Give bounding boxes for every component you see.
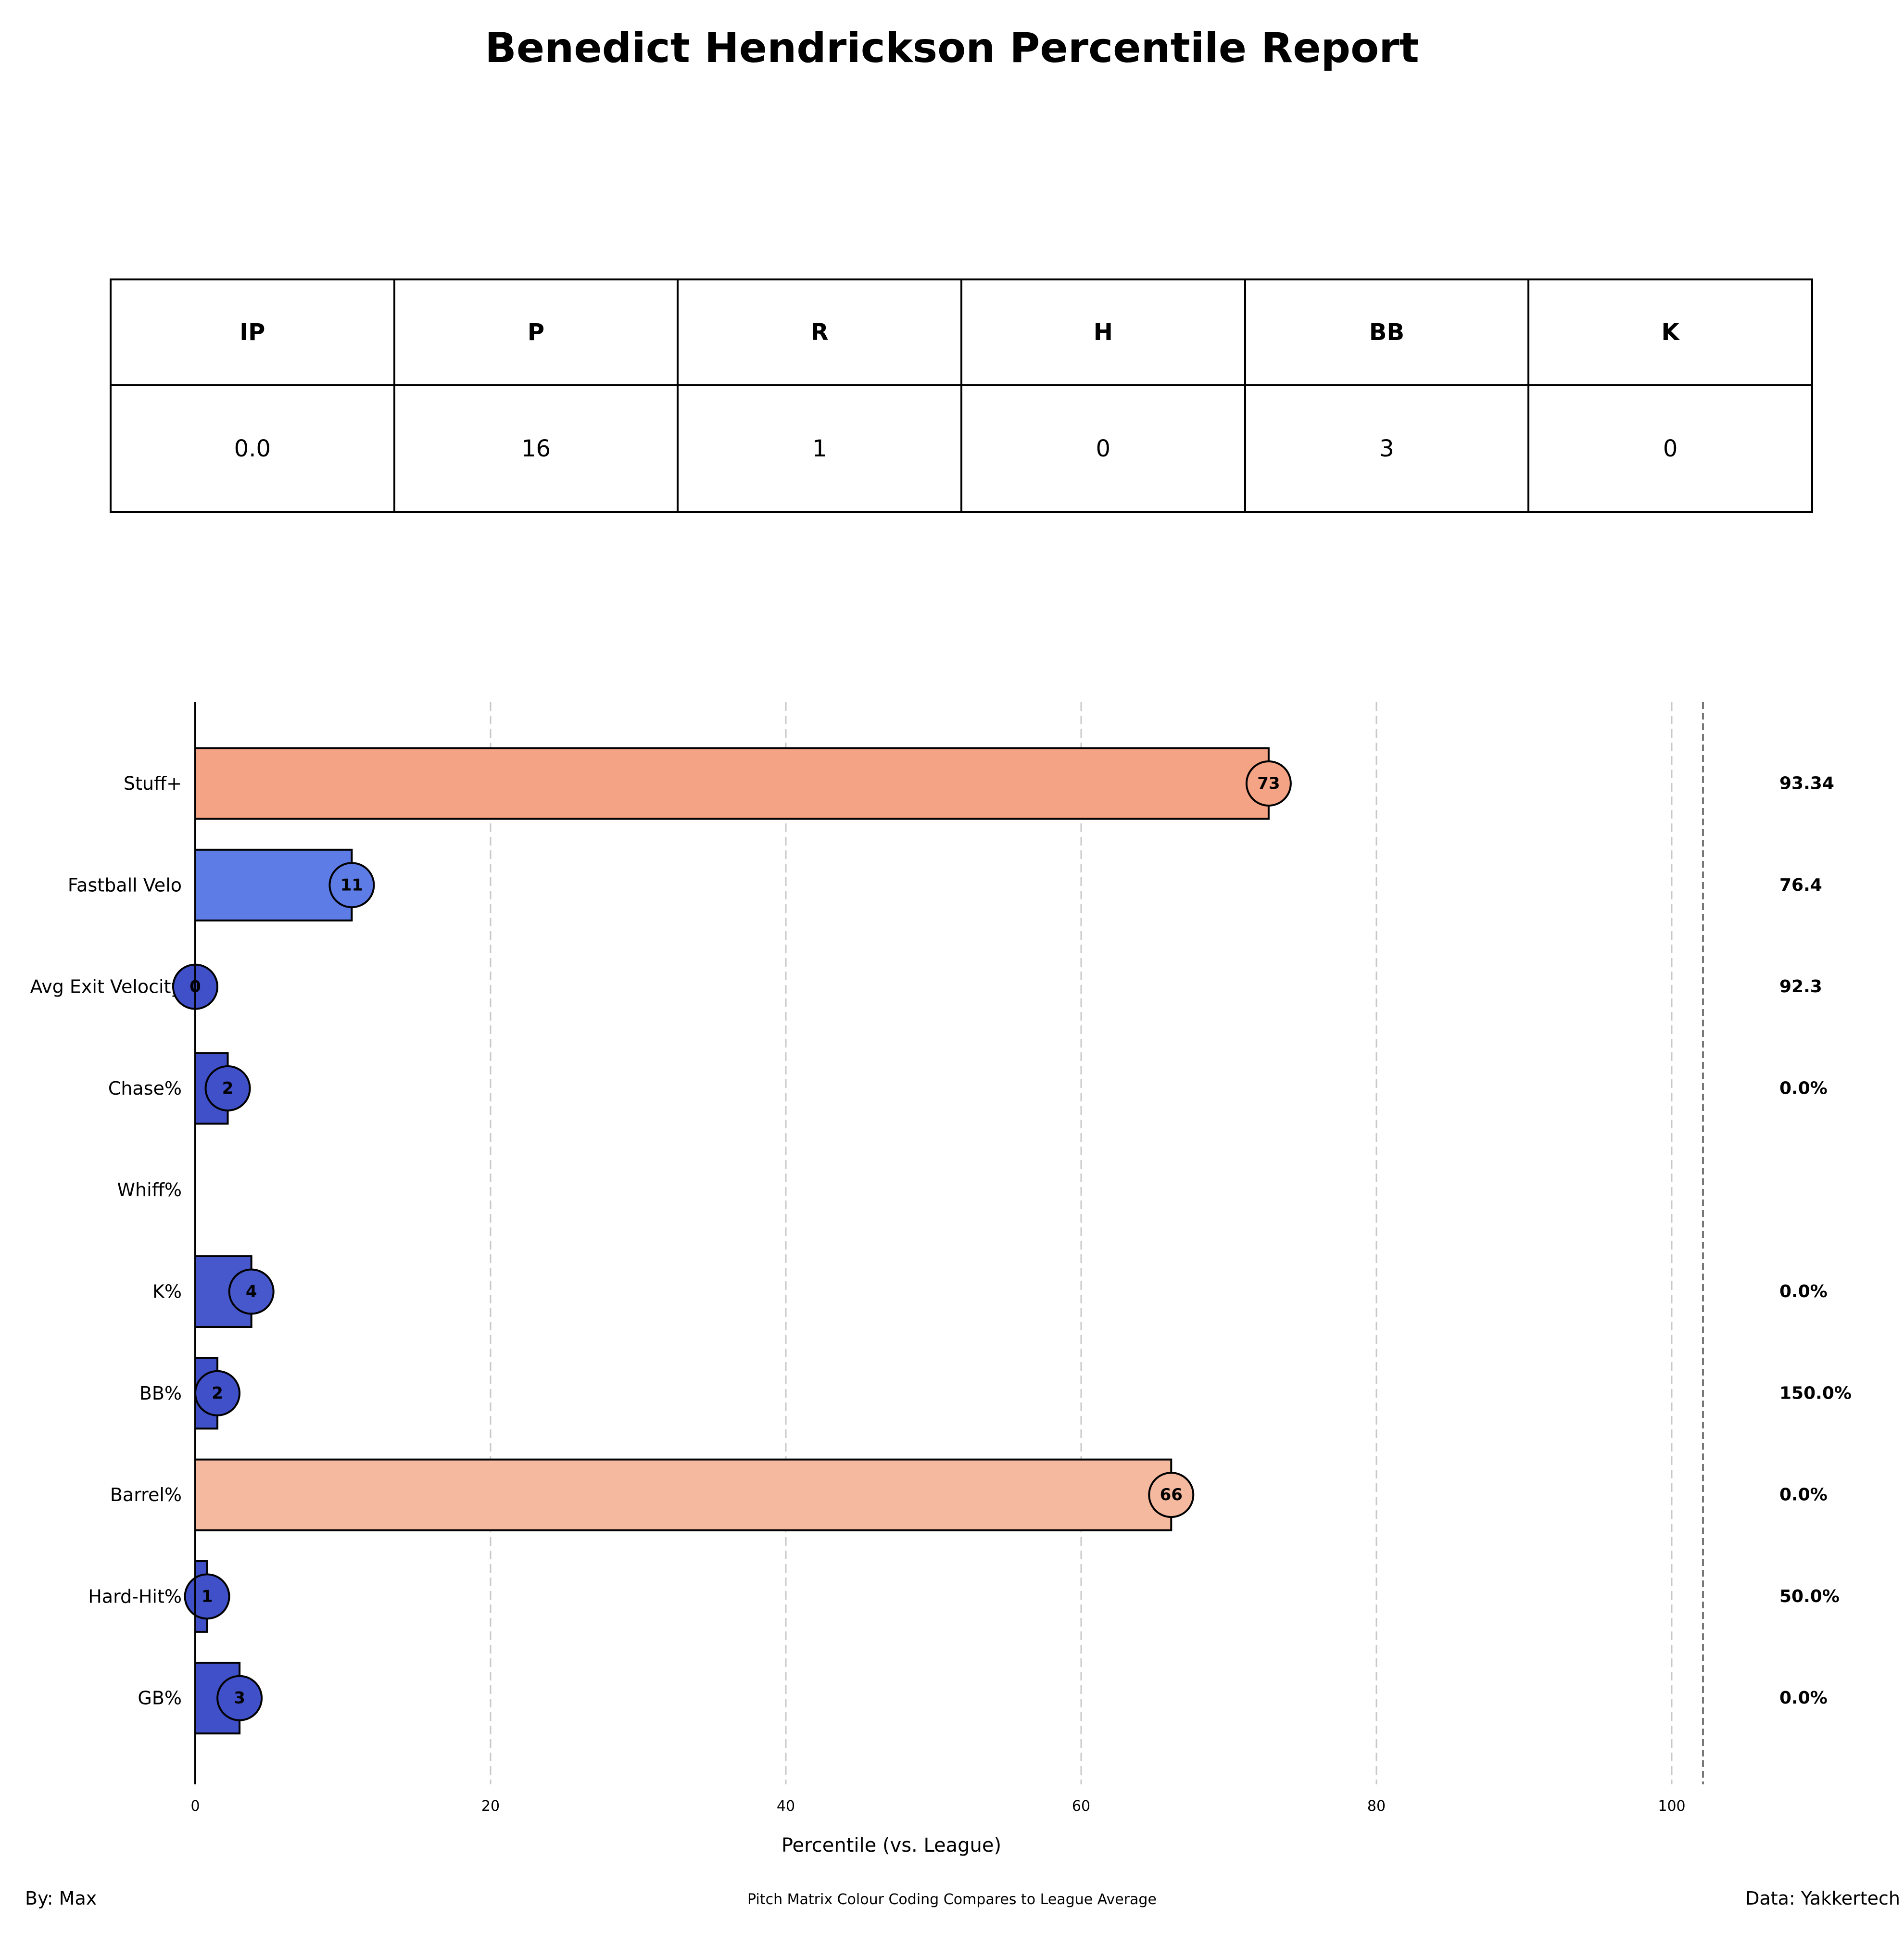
percentile-marker: [228, 1268, 275, 1315]
x-tick-label: 20: [481, 1798, 500, 1815]
stats-value-p: 16: [393, 384, 679, 513]
raw-value-label: 50.0%: [1779, 1587, 1840, 1606]
percentile-label: 11: [340, 875, 363, 895]
category-label: Whiff%: [117, 1179, 182, 1200]
category-label: BB%: [139, 1383, 182, 1404]
percentile-label: 1: [202, 1587, 213, 1606]
category-label: Avg Exit Velocity: [30, 976, 182, 998]
raw-value-label: 76.4: [1779, 875, 1822, 895]
category-label: GB%: [138, 1688, 182, 1709]
footer-author: By: Max: [25, 1888, 97, 1909]
stats-value-k: 0: [1527, 384, 1813, 513]
raw-value-label: 0.0%: [1779, 1282, 1828, 1301]
stats-value-r: 1: [677, 384, 962, 513]
x-tick-label: 60: [1072, 1798, 1090, 1815]
stats-header-row: IP P R H BB K: [110, 278, 1813, 386]
percentile-label: 66: [1160, 1485, 1183, 1504]
percentile-bar: [194, 848, 353, 922]
stats-header-p: P: [393, 278, 679, 386]
stats-value-h: 0: [960, 384, 1246, 513]
percentile-marker: [1245, 760, 1292, 807]
raw-value-label: 150.0%: [1779, 1383, 1852, 1403]
x-tick-label: 40: [777, 1798, 795, 1815]
percentile-label: 2: [222, 1079, 234, 1098]
stats-value-row: 0.0 16 1 0 3 0: [110, 384, 1813, 513]
raw-value-label: 0.0%: [1779, 1078, 1828, 1098]
raw-value-label: 0.0%: [1779, 1485, 1828, 1505]
category-label: Stuff+: [124, 773, 182, 794]
raw-value-label: 93.34: [1779, 774, 1834, 794]
footer-note: Pitch Matrix Colour Coding Compares to L…: [747, 1891, 1157, 1908]
stats-header-ip: IP: [110, 278, 395, 386]
x-tick-label: 80: [1367, 1798, 1386, 1815]
percentile-marker: [1148, 1472, 1195, 1518]
percentile-marker: [204, 1065, 251, 1111]
stats-table: IP P R H BB K 0.0 16 1 0 3 0: [110, 278, 1813, 513]
category-label: K%: [152, 1281, 182, 1302]
raw-value-label: 92.3: [1779, 977, 1822, 997]
percentile-label: 4: [246, 1282, 257, 1301]
category-label: Chase%: [108, 1078, 182, 1099]
stats-header-r: R: [677, 278, 962, 386]
report-title: Benedict Hendrickson Percentile Report: [485, 24, 1419, 72]
category-label: Fastball Velo: [68, 874, 182, 896]
stats-header-h: H: [960, 278, 1246, 386]
category-label: Hard-Hit%: [88, 1586, 182, 1607]
percentile-label: 2: [212, 1384, 223, 1403]
x-tick-label: 100: [1658, 1798, 1685, 1815]
percentile-bar: [194, 747, 1270, 820]
stats-header-k: K: [1527, 278, 1813, 386]
stats-value-ip: 0.0: [110, 384, 395, 513]
percentile-marker: [216, 1675, 263, 1721]
x-tick-label: 0: [190, 1798, 200, 1815]
stats-header-bb: BB: [1244, 278, 1530, 386]
stats-value-bb: 3: [1244, 384, 1530, 513]
category-label: Barrel%: [110, 1484, 182, 1505]
footer-source: Data: Yakkertech: [1745, 1888, 1900, 1909]
percentile-label: 73: [1257, 774, 1280, 793]
percentile-bar: [194, 1458, 1173, 1531]
percentile-marker: [328, 862, 375, 909]
raw-value-label: 0.0%: [1779, 1688, 1828, 1708]
x-axis-label: Percentile (vs. League): [782, 1834, 1001, 1857]
percentile-label: 3: [234, 1689, 245, 1708]
